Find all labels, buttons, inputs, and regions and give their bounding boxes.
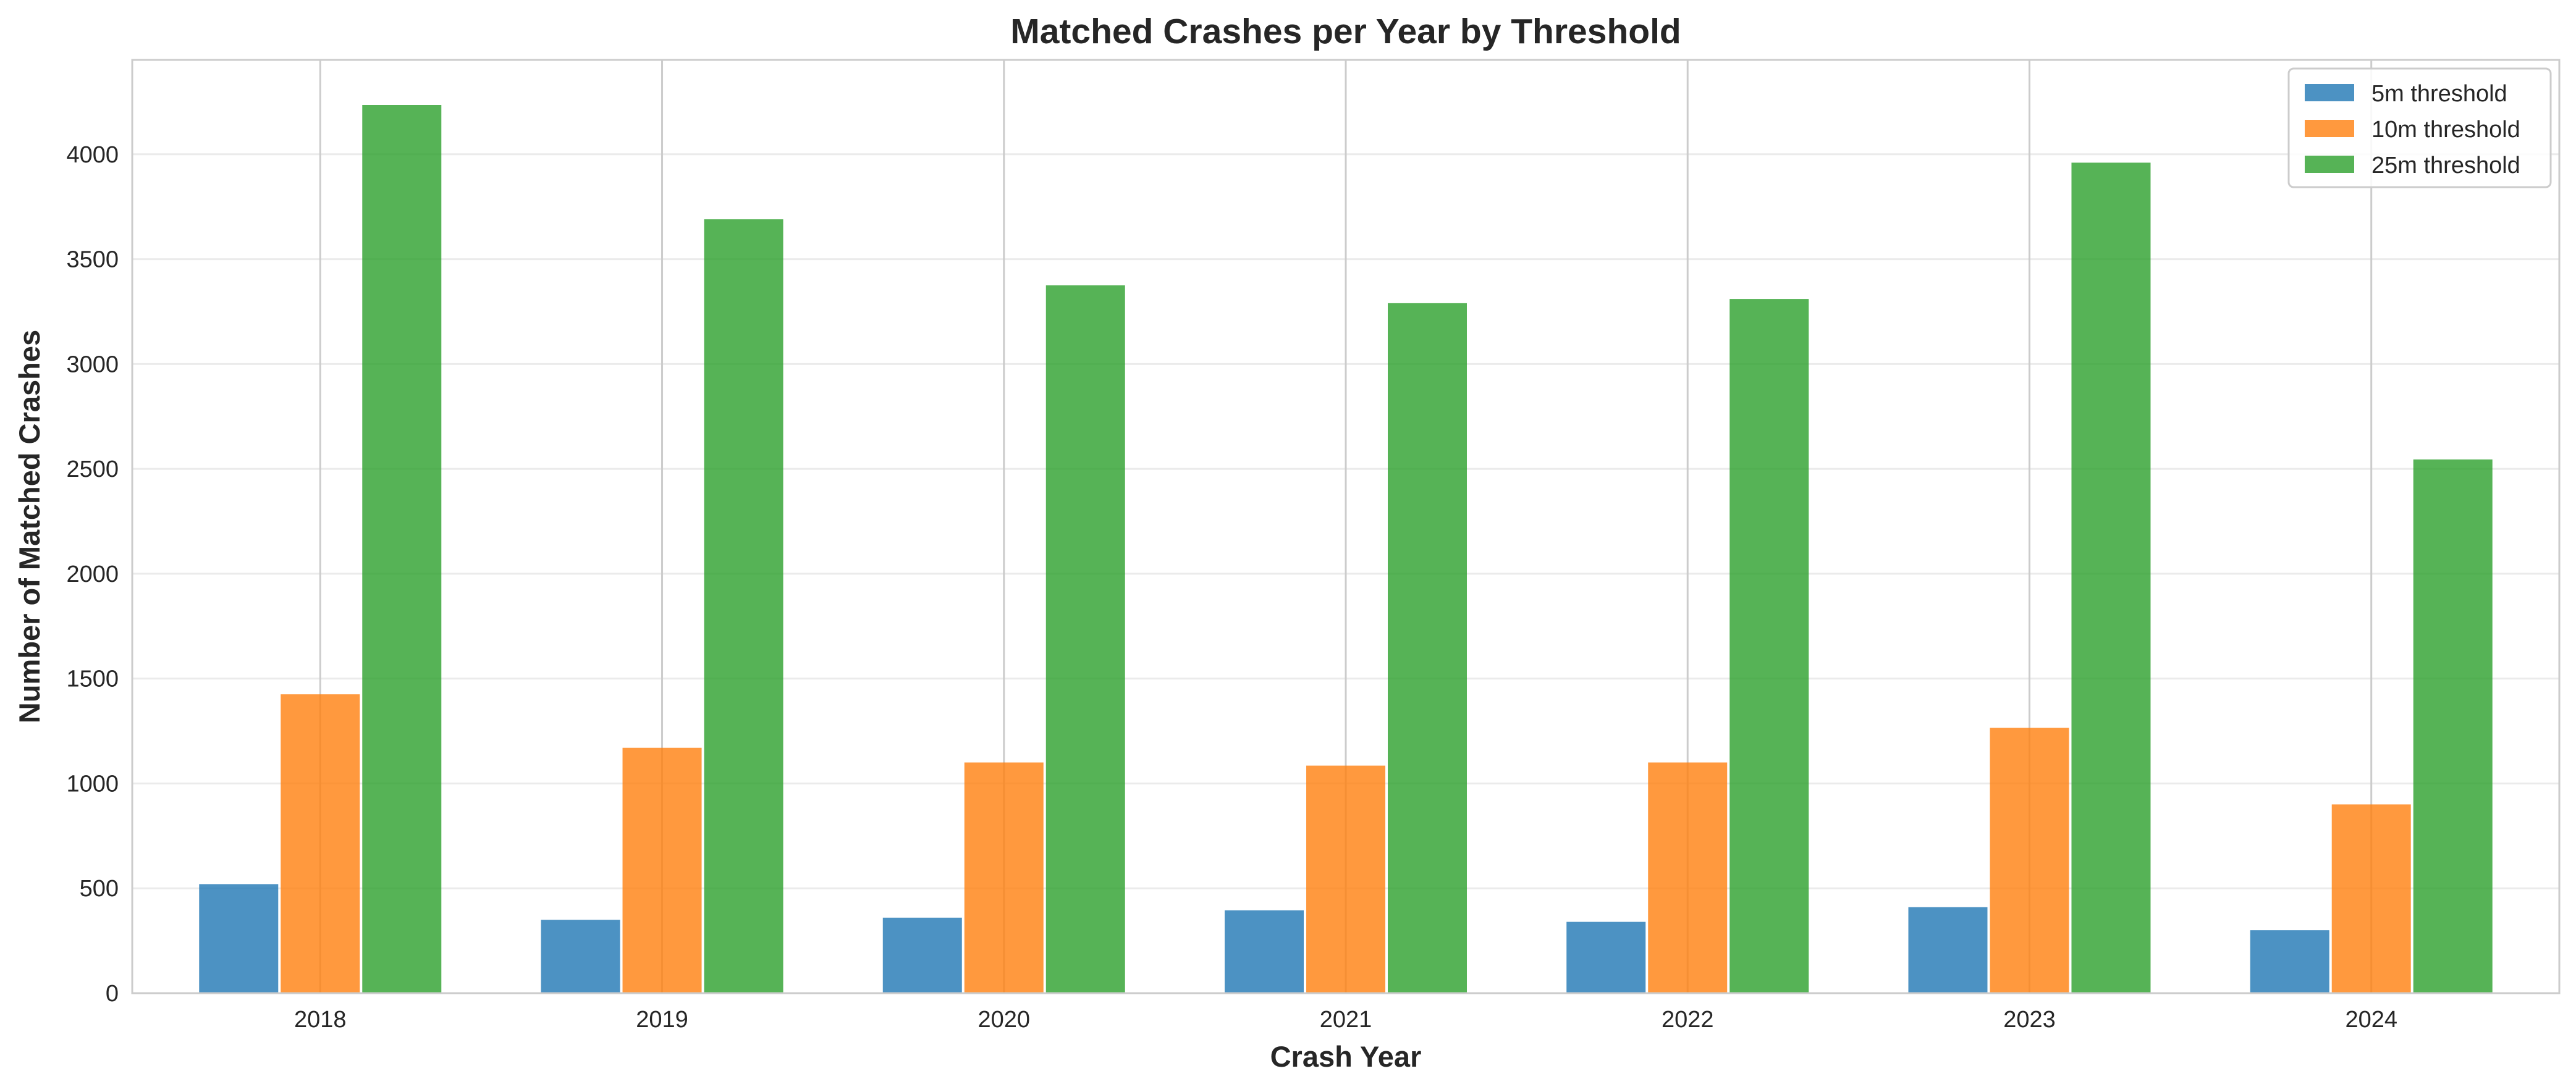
tick-labels: 0 500 1000 1500 2000 2500 3000 3500 4000 2018 2019… <box>66 142 2397 1033</box>
legend-label: 5m threshold <box>2371 81 2507 107</box>
bar <box>199 884 279 993</box>
bar <box>2331 804 2411 993</box>
x-tick-label: 2018 <box>294 1007 347 1033</box>
bar <box>1990 728 2069 993</box>
x-tick-label: 2020 <box>978 1007 1030 1033</box>
x-tick-label: 2023 <box>2003 1007 2056 1033</box>
legend-label: 10m threshold <box>2371 117 2520 143</box>
x-tick-label: 2021 <box>1320 1007 1372 1033</box>
plot-frame <box>131 59 2561 994</box>
bar <box>362 105 442 993</box>
x-tick-label: 2022 <box>1662 1007 1714 1033</box>
bar <box>1045 285 1125 993</box>
bar <box>1388 303 1467 993</box>
bar <box>2071 162 2151 993</box>
y-tick-label: 500 <box>80 876 119 902</box>
bar <box>1908 907 1988 993</box>
bars <box>199 105 2493 993</box>
bar <box>1225 910 1304 993</box>
bar <box>2250 930 2329 993</box>
x-axis-label: Crash Year <box>1270 1040 1422 1073</box>
y-tick-label: 4000 <box>66 142 119 168</box>
chart-title: Matched Crashes per Year by Threshold <box>1010 12 1681 51</box>
y-tick-label: 2000 <box>66 561 119 587</box>
bar <box>1566 922 1646 993</box>
bar <box>541 920 620 993</box>
bar <box>964 762 1044 993</box>
bar <box>1648 762 1728 993</box>
y-tick-label: 1000 <box>66 771 119 797</box>
bar <box>622 747 702 993</box>
y-tick-label: 3000 <box>66 351 119 377</box>
x-tick-label: 2024 <box>2345 1007 2397 1033</box>
legend-swatch <box>2305 156 2354 173</box>
x-tick-label: 2019 <box>636 1007 688 1033</box>
bar <box>1306 765 1385 993</box>
bar <box>281 694 360 993</box>
legend-label: 25m threshold <box>2371 153 2520 178</box>
bar <box>2413 459 2493 993</box>
y-tick-label: 1500 <box>66 666 119 692</box>
bar <box>1729 299 1809 993</box>
y-axis-label: Number of Matched Crashes <box>13 330 46 723</box>
bar <box>882 917 962 993</box>
legend: 5m threshold 10m threshold 25m threshold <box>2287 67 2552 188</box>
y-tick-label: 0 <box>106 981 119 1007</box>
legend-swatch <box>2305 120 2354 137</box>
bar <box>704 219 783 993</box>
y-tick-label: 2500 <box>66 456 119 482</box>
y-tick-label: 3500 <box>66 247 119 273</box>
legend-swatch <box>2305 84 2354 101</box>
